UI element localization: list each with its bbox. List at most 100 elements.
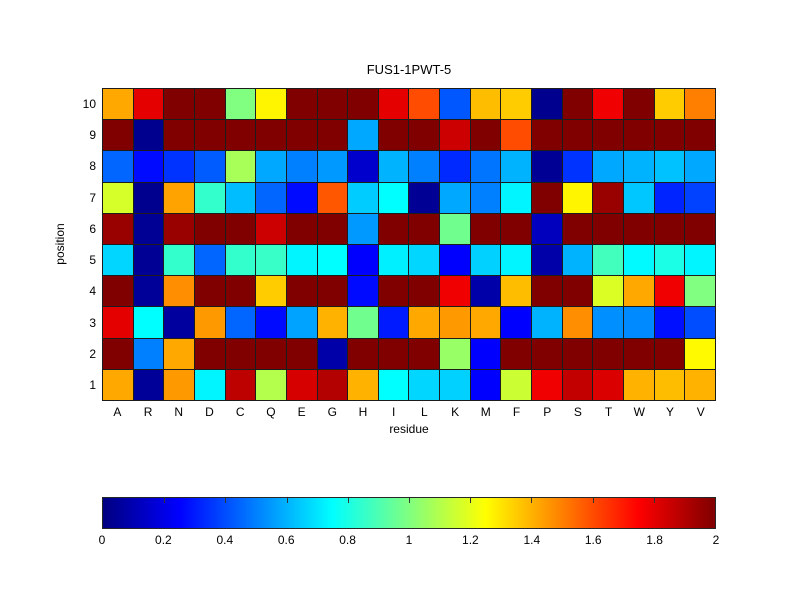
heatmap-cell (593, 276, 624, 307)
x-tick-label: E (297, 405, 306, 419)
heatmap-cell (624, 120, 654, 151)
heatmap-cell (133, 182, 164, 213)
x-tick-label: W (633, 405, 645, 419)
x-tick-label: K (451, 405, 460, 419)
heatmap-cell (409, 245, 440, 276)
colorbar-tick-mark (653, 498, 655, 503)
heatmap-cell (133, 307, 164, 338)
x-tick-label: D (205, 405, 214, 419)
heatmap-cell (470, 213, 501, 244)
heatmap-cell (103, 245, 133, 276)
heatmap-cell (654, 89, 685, 120)
heatmap-cell (562, 89, 593, 120)
heatmap-cell (286, 182, 317, 213)
heatmap-cell (225, 213, 256, 244)
heatmap-cell (654, 369, 685, 400)
heatmap-cell (317, 182, 348, 213)
heatmap-cell (378, 151, 409, 182)
heatmap-cell (532, 151, 562, 182)
heatmap-cell (256, 213, 286, 244)
heatmap-cell (624, 338, 654, 369)
heatmap-cell (103, 151, 133, 182)
heatmap-cell (378, 276, 409, 307)
heatmap-cell (194, 307, 225, 338)
x-tick-label: C (235, 405, 245, 419)
colorbar-tick-label: 0.6 (277, 533, 295, 547)
x-tick-label: H (358, 405, 368, 419)
heatmap-cell (256, 307, 286, 338)
heatmap-cell (501, 307, 532, 338)
heatmap-cell (103, 338, 133, 369)
heatmap-cell (532, 89, 562, 120)
heatmap-cell (194, 120, 225, 151)
heatmap-cell (532, 307, 562, 338)
y-tick-label: 2 (89, 347, 96, 362)
heatmap-cell (593, 182, 624, 213)
heatmap-cell (378, 369, 409, 400)
heatmap-cell (256, 245, 286, 276)
heatmap-cell (164, 245, 194, 276)
heatmap-cell (103, 120, 133, 151)
heatmap-cell (164, 182, 194, 213)
heatmap-cell (378, 245, 409, 276)
colorbar-tick-mark (409, 498, 410, 503)
heatmap-cell (256, 120, 286, 151)
y-axis-tick-labels: 10 9 8 7 6 5 4 3 2 1 (40, 88, 96, 401)
heatmap-cell (225, 151, 256, 182)
heatmap-cell (378, 89, 409, 120)
x-tick-label: Q (266, 405, 276, 419)
heatmap-cell (624, 213, 654, 244)
heatmap-cell (654, 213, 685, 244)
heatmap-cell (593, 213, 624, 244)
heatmap-cell (470, 245, 501, 276)
colorbar-tick-label: 0.8 (339, 533, 356, 547)
heatmap-cell (409, 120, 440, 151)
heatmap-cell (685, 213, 715, 244)
heatmap-cell (194, 369, 225, 400)
heatmap-cell (225, 89, 256, 120)
heatmap-cell (317, 338, 348, 369)
heatmap-cell (317, 245, 348, 276)
heatmap-cell (562, 245, 593, 276)
heatmap-cell (133, 89, 164, 120)
heatmap-cell (256, 151, 286, 182)
y-tick-label: 9 (89, 127, 96, 142)
x-tick-label: A (113, 405, 122, 419)
colorbar-tick-mark (164, 498, 166, 503)
heatmap-cell (194, 276, 225, 307)
heatmap-cell (685, 151, 715, 182)
heatmap-cell (286, 89, 317, 120)
colorbar-tick-label: 2 (712, 533, 720, 547)
heatmap-cell (103, 276, 133, 307)
heatmap-cell (378, 120, 409, 151)
heatmap-cell (470, 338, 501, 369)
heatmap-cell (225, 120, 256, 151)
heatmap-cell (501, 213, 532, 244)
heatmap-cell (256, 89, 286, 120)
x-tick-label: S (573, 405, 582, 419)
heatmap-cell (225, 245, 256, 276)
heatmap-cell (164, 369, 194, 400)
heatmap-cell (562, 182, 593, 213)
heatmap-cell (225, 369, 256, 400)
heatmap-cell (317, 151, 348, 182)
heatmap-cell (133, 245, 164, 276)
heatmap-cell (440, 276, 470, 307)
colorbar-tick-label: 1.2 (462, 533, 479, 547)
heatmap-cell (593, 245, 624, 276)
colorbar-tick-mark (286, 498, 288, 503)
heatmap-cell (256, 276, 286, 307)
heatmap-cell (624, 89, 654, 120)
heatmap-cell (133, 338, 164, 369)
heatmap-cell (440, 89, 470, 120)
colorbar-tick-mark (531, 498, 533, 503)
heatmap-cell (562, 151, 593, 182)
heatmap-cell (409, 89, 440, 120)
heatmap-cell (562, 338, 593, 369)
heatmap-cell (501, 120, 532, 151)
heatmap-cell (624, 245, 654, 276)
heatmap-cell (593, 89, 624, 120)
heatmap-cell (103, 89, 133, 120)
y-tick-label: 10 (82, 96, 96, 111)
heatmap-cell (286, 120, 317, 151)
